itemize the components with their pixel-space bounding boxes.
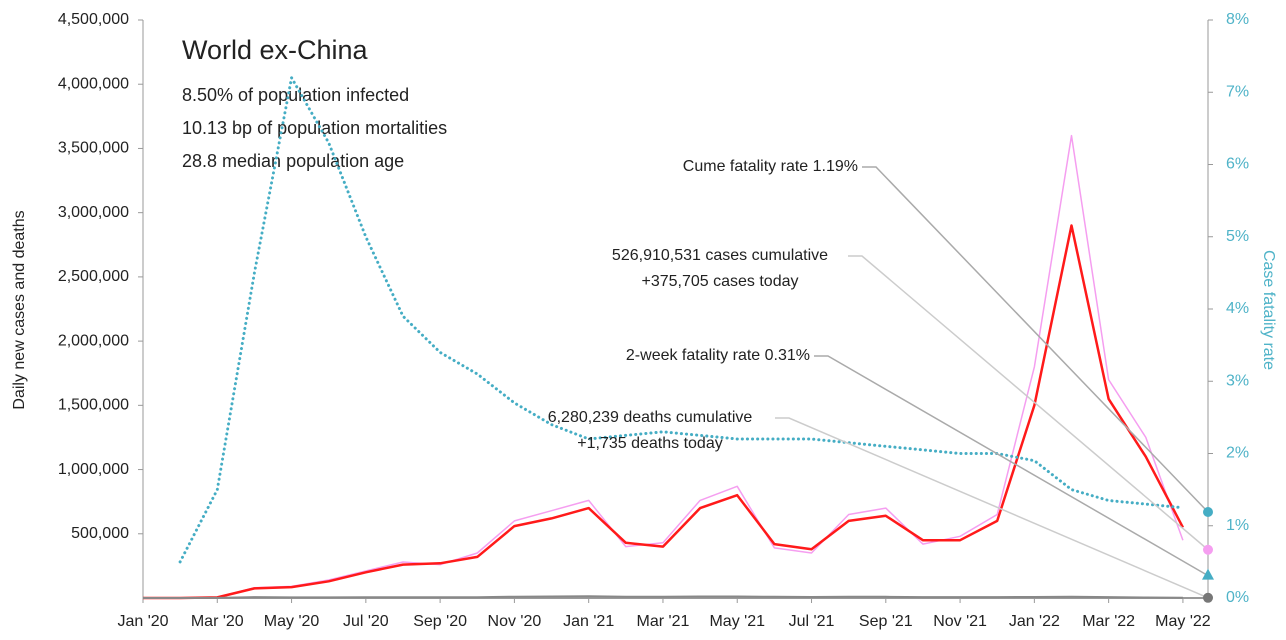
subtitle: 10.13 bp of population mortalities bbox=[182, 118, 447, 138]
end-marker bbox=[1203, 507, 1213, 518]
leader-line bbox=[862, 166, 1209, 513]
end-marker bbox=[1202, 568, 1214, 580]
x-tick-label: Jul '20 bbox=[343, 613, 389, 630]
y-tick-label: 4,500,000 bbox=[58, 11, 129, 28]
y2-tick-label: 1% bbox=[1226, 517, 1249, 534]
y2-tick-label: 6% bbox=[1226, 156, 1249, 173]
series-line bbox=[143, 224, 1185, 600]
x-tick-label: Nov '21 bbox=[933, 613, 987, 630]
y-tick-label: 3,000,000 bbox=[58, 204, 129, 221]
y2-tick-label: 7% bbox=[1226, 83, 1249, 100]
y2-tick-label: 5% bbox=[1226, 228, 1249, 245]
annotation-text: +375,705 cases today bbox=[641, 273, 798, 290]
y2-axis-label: Case fatality rate bbox=[1260, 250, 1277, 370]
series-line bbox=[143, 134, 1184, 599]
y2-tick-label: 8% bbox=[1226, 11, 1249, 28]
chart-title: World ex-China bbox=[182, 35, 369, 65]
x-tick-label: May '21 bbox=[709, 613, 765, 630]
y-tick-label: 1,500,000 bbox=[58, 397, 129, 414]
x-tick-label: Jan '20 bbox=[117, 613, 168, 630]
subtitle: 28.8 median population age bbox=[182, 151, 404, 171]
end-marker bbox=[1203, 544, 1213, 555]
x-tick-label: Jan '21 bbox=[563, 613, 614, 630]
annotation-text: +1,735 deaths today bbox=[577, 435, 722, 452]
x-tick-label: Jul '21 bbox=[789, 613, 835, 630]
x-tick-label: Jan '22 bbox=[1009, 613, 1060, 630]
leader-line bbox=[848, 255, 1209, 551]
x-tick-label: May '22 bbox=[1155, 613, 1211, 630]
y-tick-label: 2,000,000 bbox=[58, 332, 129, 349]
x-tick-label: Mar '22 bbox=[1082, 613, 1135, 630]
subtitle: 8.50% of population infected bbox=[182, 85, 409, 105]
annotation-text: 6,280,239 deaths cumulative bbox=[548, 409, 753, 426]
series-line bbox=[143, 595, 1183, 599]
x-tick-label: Mar '21 bbox=[637, 613, 690, 630]
leader-line bbox=[814, 355, 1209, 577]
y2-tick-label: 0% bbox=[1226, 589, 1249, 606]
y2-tick-label: 3% bbox=[1226, 372, 1249, 389]
y-tick-label: 500,000 bbox=[71, 525, 129, 542]
y-axis-label: Daily new cases and deaths bbox=[11, 210, 28, 409]
series-line bbox=[178, 76, 1185, 564]
y-tick-label: 1,000,000 bbox=[58, 461, 129, 478]
annotation-text: 2-week fatality rate 0.31% bbox=[626, 347, 810, 364]
x-tick-label: Mar '20 bbox=[191, 613, 244, 630]
x-tick-label: Sep '20 bbox=[413, 613, 467, 630]
annotation-text: Cume fatality rate 1.19% bbox=[683, 158, 858, 175]
leader-line bbox=[775, 417, 1209, 599]
x-tick-label: May '20 bbox=[264, 613, 320, 630]
y2-tick-label: 2% bbox=[1226, 445, 1249, 462]
y2-tick-label: 4% bbox=[1226, 300, 1249, 317]
y-tick-label: 4,000,000 bbox=[58, 75, 129, 92]
y-tick-label: 2,500,000 bbox=[58, 268, 129, 285]
y-tick-label: 3,500,000 bbox=[58, 140, 129, 157]
x-tick-label: Nov '20 bbox=[488, 613, 542, 630]
end-marker bbox=[1203, 592, 1213, 603]
x-tick-label: Sep '21 bbox=[859, 613, 913, 630]
annotation-text: 526,910,531 cases cumulative bbox=[612, 247, 828, 264]
